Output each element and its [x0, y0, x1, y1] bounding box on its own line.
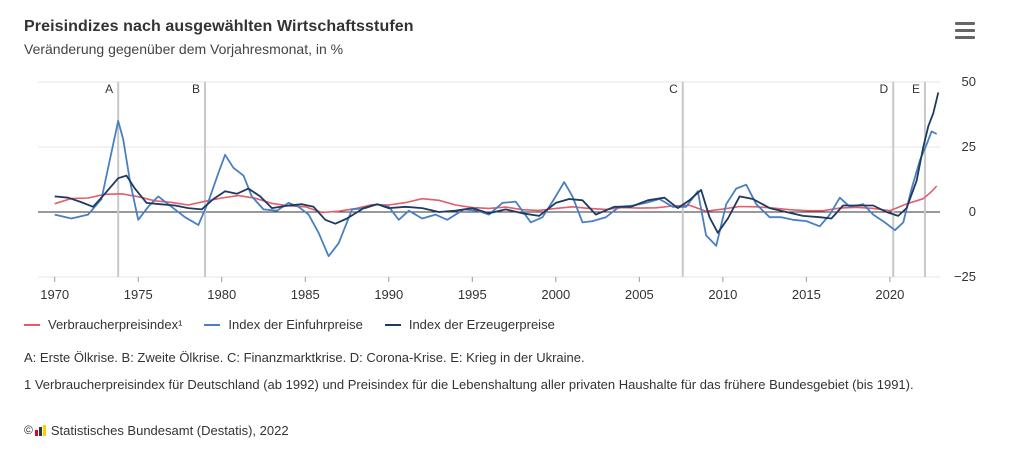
- series-producer-line: [54, 92, 940, 234]
- x-tick-label: 2010: [708, 287, 737, 302]
- x-axis: 1970 1975 1980 1985 1990 1995 2000 2005 2010 2015…: [40, 277, 904, 302]
- source-credit: © Statistisches Bundesamt (Destatis), 20…: [24, 422, 984, 439]
- hamburger-menu-icon[interactable]: [953, 22, 977, 42]
- y-tick-label: −25: [954, 269, 976, 284]
- chart-legend: Verbraucherpreisindex¹ Index der Einfuhr…: [24, 317, 555, 332]
- event-label: E: [912, 82, 920, 96]
- legend-swatch-producer: [384, 323, 401, 326]
- y-tick-label: 25: [962, 139, 976, 154]
- chart-series: [54, 92, 940, 258]
- x-tick-label: 1995: [458, 287, 487, 302]
- y-tick-label: 50: [962, 74, 976, 89]
- x-tick-label: 1970: [40, 287, 69, 302]
- legend-label-producer: Index der Erzeugerpreise: [408, 317, 555, 332]
- event-label: D: [880, 82, 889, 96]
- legend-item-import[interactable]: Index der Einfuhrpreise: [204, 317, 363, 332]
- chart-grid: [38, 81, 940, 278]
- x-tick-label: 1985: [291, 287, 320, 302]
- x-tick-label: 1975: [124, 287, 153, 302]
- chart-subtitle: Veränderung gegenüber dem Vorjahresmonat…: [24, 41, 344, 57]
- x-tick-label: 1980: [207, 287, 236, 302]
- legend-swatch-import: [204, 323, 221, 326]
- y-tick-label: 0: [969, 204, 976, 219]
- event-markers: A B C D E: [105, 82, 926, 277]
- copyright-symbol: ©: [24, 423, 33, 437]
- x-tick-label: 2015: [792, 287, 821, 302]
- x-tick-label: 1990: [374, 287, 403, 302]
- x-tick-label: 2000: [541, 287, 570, 302]
- destatis-logo-icon: [34, 425, 47, 436]
- series-import-line: [54, 120, 938, 258]
- event-label: C: [669, 82, 678, 96]
- y-axis: 50 25 0 −25: [954, 74, 976, 284]
- event-label: A: [105, 82, 113, 96]
- event-notes: A: Erste Ölkrise. B: Zweite Ölkrise. C: …: [24, 350, 585, 365]
- x-tick-label: 2005: [625, 287, 654, 302]
- footnote: 1 Verbraucherpreisindex für Deutschland …: [24, 377, 914, 392]
- legend-item-cpi[interactable]: Verbraucherpreisindex¹: [24, 317, 182, 332]
- legend-label-import: Index der Einfuhrpreise: [228, 317, 363, 332]
- legend-swatch-cpi: [24, 323, 40, 326]
- legend-item-producer[interactable]: Index der Erzeugerpreise: [384, 317, 555, 332]
- legend-label-cpi: Verbraucherpreisindex¹: [48, 317, 183, 332]
- chart-title: Preisindizes nach ausgewählten Wirtschaf…: [24, 18, 414, 35]
- series-cpi-line: [54, 185, 938, 214]
- event-label: B: [192, 82, 200, 96]
- source-text: Statistisches Bundesamt (Destatis), 2022: [50, 423, 289, 438]
- x-tick-label: 2020: [875, 287, 904, 302]
